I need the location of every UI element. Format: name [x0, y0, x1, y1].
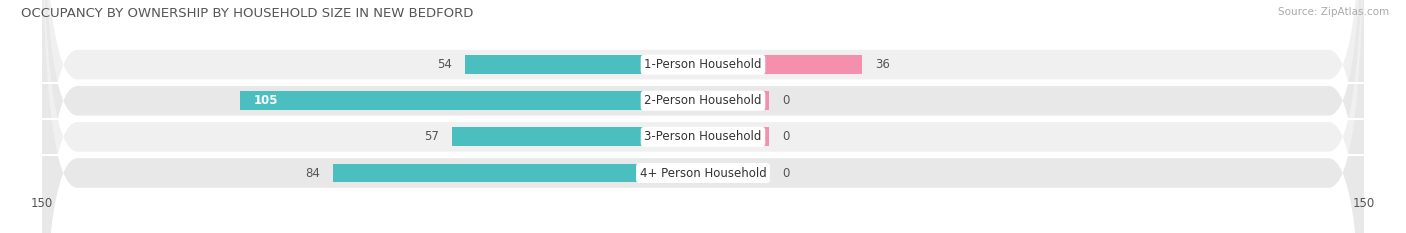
FancyBboxPatch shape [42, 0, 1364, 233]
Bar [333, 164, 703, 182]
Bar [703, 91, 769, 110]
Text: 57: 57 [423, 130, 439, 143]
Text: 2-Person Household: 2-Person Household [644, 94, 762, 107]
Text: 0: 0 [782, 130, 790, 143]
Text: Source: ZipAtlas.com: Source: ZipAtlas.com [1278, 7, 1389, 17]
Bar [451, 127, 703, 146]
Bar [240, 91, 703, 110]
Text: 4+ Person Household: 4+ Person Household [640, 167, 766, 179]
FancyBboxPatch shape [42, 0, 1364, 233]
Text: 84: 84 [305, 167, 319, 179]
Bar [703, 127, 769, 146]
Bar [703, 164, 769, 182]
Bar [703, 55, 862, 74]
FancyBboxPatch shape [42, 0, 1364, 233]
Text: 105: 105 [253, 94, 278, 107]
Text: 36: 36 [875, 58, 890, 71]
Text: 0: 0 [782, 94, 790, 107]
Text: 1-Person Household: 1-Person Household [644, 58, 762, 71]
FancyBboxPatch shape [42, 0, 1364, 233]
Text: 54: 54 [437, 58, 451, 71]
Bar [465, 55, 703, 74]
Text: OCCUPANCY BY OWNERSHIP BY HOUSEHOLD SIZE IN NEW BEDFORD: OCCUPANCY BY OWNERSHIP BY HOUSEHOLD SIZE… [21, 7, 474, 20]
Text: 3-Person Household: 3-Person Household [644, 130, 762, 143]
Text: 0: 0 [782, 167, 790, 179]
